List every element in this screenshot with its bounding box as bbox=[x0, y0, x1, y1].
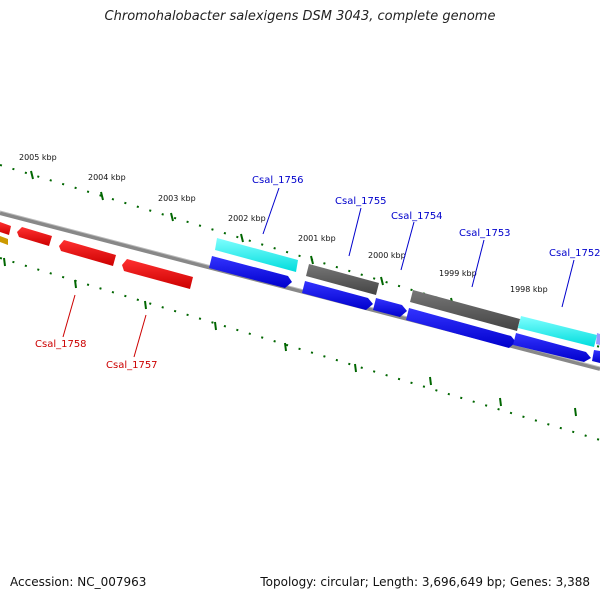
gene-feature-csal-1752-cds[interactable] bbox=[513, 333, 591, 362]
outer-scale-ruler bbox=[0, 164, 600, 348]
scale-label-2002: 2002 kbp bbox=[228, 214, 266, 223]
scale-label-2000: 2000 kbp bbox=[368, 251, 406, 260]
gene-feature-csal-1756-cds[interactable] bbox=[209, 256, 292, 288]
scale-label-2004: 2004 kbp bbox=[88, 173, 126, 182]
gene-label-csal-1754[interactable]: Csal_1754 bbox=[391, 211, 443, 222]
scale-label-2005: 2005 kbp bbox=[19, 153, 57, 162]
gene-feature-csal-1753-cds[interactable] bbox=[406, 308, 516, 348]
scale-label-1999: 1999 kbp bbox=[439, 269, 477, 278]
gene-feature-csal-1755[interactable] bbox=[306, 264, 379, 295]
gene-label-csal-1758[interactable]: Csal_1758 bbox=[35, 339, 87, 350]
topology-text: Topology: circular; Length: 3,696,649 bp… bbox=[260, 575, 590, 589]
gene-feature-csal-1757[interactable] bbox=[122, 259, 193, 289]
gene-feature-csal-1755-cds[interactable] bbox=[302, 281, 373, 310]
major-ticks bbox=[3, 170, 577, 417]
gene-feature-csal-1752[interactable] bbox=[518, 316, 597, 347]
accession-text: Accession: NC_007963 bbox=[10, 575, 147, 589]
gene-feature-csal-1753[interactable] bbox=[410, 290, 520, 331]
gene-feature-reverse[interactable] bbox=[17, 227, 52, 246]
label-leaders bbox=[62, 187, 575, 358]
gene-feature-reverse[interactable] bbox=[0, 222, 11, 235]
scale-label-1998: 1998 kbp bbox=[510, 285, 548, 294]
gene-label-csal-1757[interactable]: Csal_1757 bbox=[106, 360, 158, 371]
forward-strand-genes bbox=[209, 238, 600, 363]
scale-label-2003: 2003 kbp bbox=[158, 194, 196, 203]
gene-label-csal-1752[interactable]: Csal_1752 bbox=[549, 248, 600, 259]
scale-label-2001: 2001 kbp bbox=[298, 234, 336, 243]
gene-label-csal-1753[interactable]: Csal_1753 bbox=[459, 228, 511, 239]
gene-feature-csal-1756[interactable] bbox=[215, 238, 298, 272]
gene-feature-forward[interactable] bbox=[592, 350, 600, 363]
reverse-strand-genes bbox=[0, 222, 193, 289]
map-title: Chromohalobacter salexigens DSM 3043, co… bbox=[104, 9, 496, 24]
gene-label-csal-1755[interactable]: Csal_1755 bbox=[335, 196, 387, 207]
inner-scale-ruler bbox=[0, 257, 600, 441]
gene-feature-csal-1754[interactable] bbox=[373, 298, 407, 317]
gene-feature-csal-1758[interactable] bbox=[59, 240, 116, 266]
gene-label-csal-1756[interactable]: Csal_1756 bbox=[252, 175, 304, 186]
